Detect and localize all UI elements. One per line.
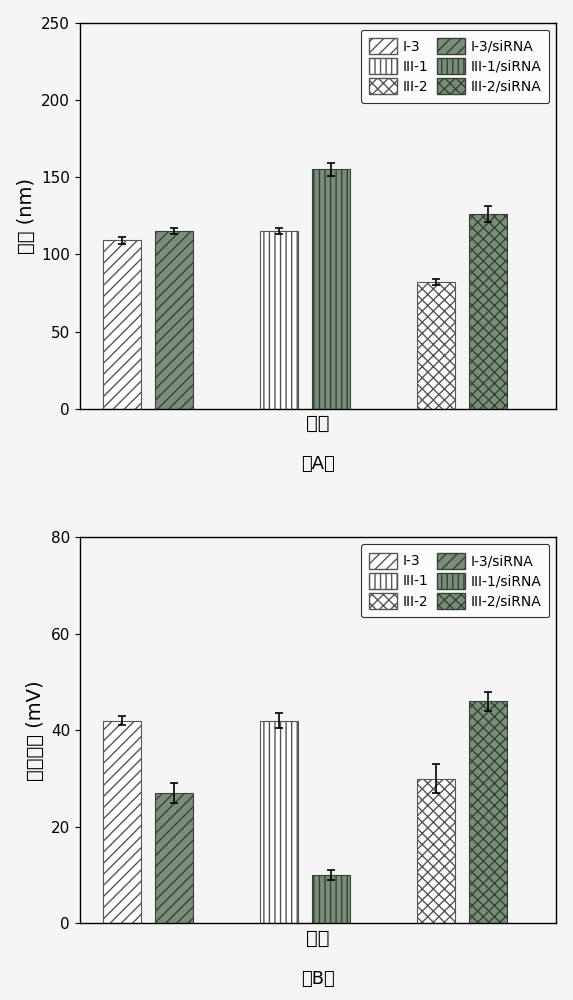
- Y-axis label: 粒径 (nm): 粒径 (nm): [17, 178, 36, 254]
- X-axis label: 样品: 样品: [307, 414, 330, 433]
- Bar: [469, 214, 507, 409]
- Bar: [103, 240, 140, 409]
- Bar: [469, 701, 507, 923]
- Bar: [260, 231, 297, 409]
- Bar: [260, 721, 297, 923]
- Bar: [312, 169, 350, 409]
- Y-axis label: 表面电位 (mV): 表面电位 (mV): [26, 680, 45, 781]
- Text: （A）: （A）: [301, 455, 335, 473]
- Legend: I-3, III-1, III-2, I-3/siRNA, III-1/siRNA, III-2/siRNA: I-3, III-1, III-2, I-3/siRNA, III-1/siRN…: [361, 30, 550, 103]
- Bar: [155, 793, 193, 923]
- Bar: [103, 721, 140, 923]
- Text: （B）: （B）: [301, 970, 335, 988]
- Bar: [155, 231, 193, 409]
- Legend: I-3, III-1, III-2, I-3/siRNA, III-1/siRNA, III-2/siRNA: I-3, III-1, III-2, I-3/siRNA, III-1/siRN…: [361, 544, 550, 617]
- Bar: [312, 875, 350, 923]
- Bar: [417, 779, 455, 923]
- Bar: [417, 282, 455, 409]
- X-axis label: 样品: 样品: [307, 929, 330, 948]
